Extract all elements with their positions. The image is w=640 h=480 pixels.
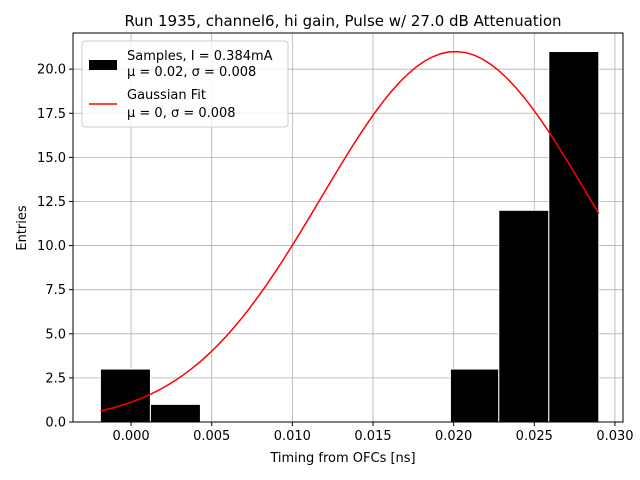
legend-label-samples: Samples, I = 0.384mA	[127, 49, 273, 64]
y-tick-label: 7.5	[45, 283, 66, 298]
legend-box	[81, 40, 289, 128]
x-tick-label: 0.000	[112, 429, 149, 444]
y-tick-label: 10.0	[37, 239, 66, 254]
plot-frame	[72, 32, 624, 423]
x-tick-label: 0.005	[193, 429, 230, 444]
y-tick-label: 15.0	[37, 151, 66, 166]
legend-swatch-samples	[89, 60, 117, 70]
x-tick-label: 0.015	[354, 429, 391, 444]
legend: Samples, I = 0.384mA μ = 0.02, σ = 0.008…	[81, 40, 289, 128]
histogram-bar	[449, 368, 500, 423]
histogram-bar	[99, 368, 151, 423]
y-tick-label: 5.0	[45, 327, 66, 342]
histogram-bar	[498, 209, 550, 423]
histogram-bar	[548, 51, 600, 423]
x-tick-label: 0.020	[435, 429, 472, 444]
chart-title: Run 1935, channel6, hi gain, Pulse w/ 27…	[124, 12, 561, 30]
y-axis-label: Entries	[15, 205, 30, 251]
x-tick-label: 0.010	[274, 429, 311, 444]
x-axis-label: Timing from OFCs [ns]	[269, 451, 415, 466]
legend-label-fit: Gaussian Fit	[127, 88, 206, 103]
histogram-bar	[149, 403, 201, 423]
axis-ticks: 0.000 0.005 0.010 0.015 0.020 0.025 0.030 0.0 2.…	[37, 63, 633, 444]
gaussian-fit-line	[100, 50, 600, 412]
y-tick-label: 17.5	[37, 107, 66, 122]
x-tick-label: 0.030	[596, 429, 633, 444]
x-tick-label: 0.025	[516, 429, 553, 444]
y-tick-label: 20.0	[37, 63, 66, 78]
legend-stats-fit: μ = 0, σ = 0.008	[127, 106, 236, 121]
histogram-bars	[99, 51, 600, 423]
y-tick-label: 12.5	[37, 195, 66, 210]
y-tick-label: 2.5	[45, 371, 66, 386]
legend-stats-samples: μ = 0.02, σ = 0.008	[127, 65, 256, 80]
y-tick-label: 0.0	[45, 416, 66, 431]
